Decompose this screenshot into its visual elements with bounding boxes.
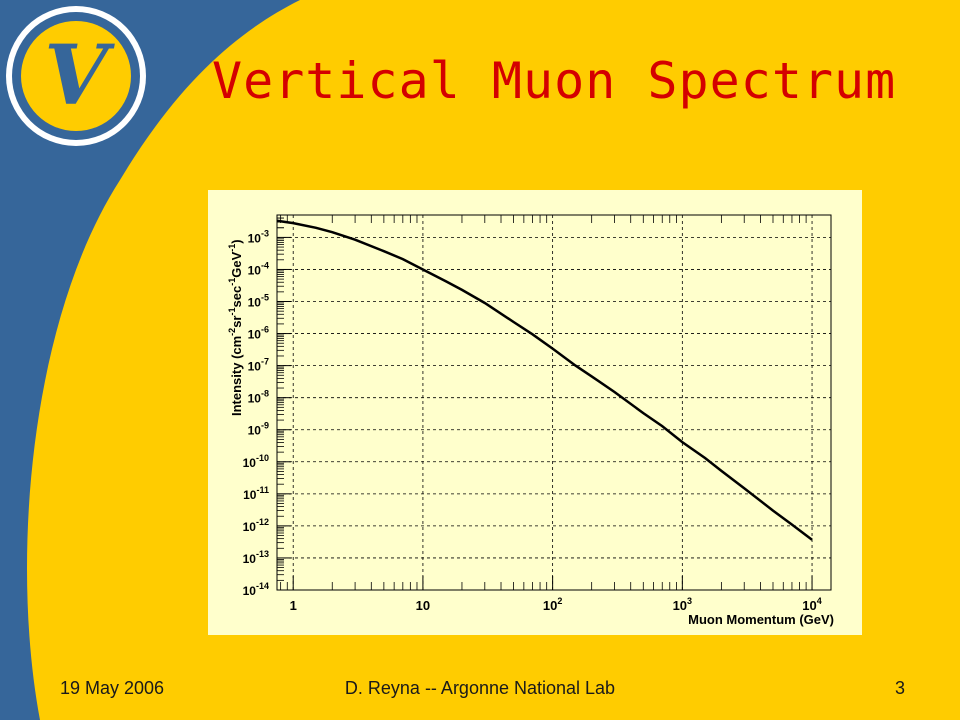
y-tick-label: 10-10 (243, 453, 269, 470)
plot-area (277, 215, 831, 590)
y-axis-label-exp: -1 (227, 278, 237, 286)
logo-inner-disc (21, 21, 131, 131)
y-tick-label: 10-4 (248, 260, 269, 277)
plot-frame (276, 214, 832, 591)
logo-letter: V (44, 28, 115, 124)
y-tick-label: 10-3 (248, 228, 269, 245)
slide-title: Vertical Muon Spectrum (212, 52, 897, 110)
y-tick-label: 10-12 (243, 517, 269, 534)
y-tick-label: 10-9 (248, 421, 269, 438)
y-axis-label: Intensity (cm-2sr-1sec-1GeV-1) (227, 239, 244, 416)
y-axis-label-part: ) (229, 239, 244, 243)
y-tick-label: 10-14 (243, 581, 269, 598)
footer-author: D. Reyna -- Argonne National Lab (344, 678, 616, 698)
y-tick-label: 10-11 (243, 485, 269, 502)
series-line-intensity (276, 219, 813, 541)
y-axis-label-part: Intensity (cm (229, 336, 244, 416)
y-axis-label-part: sec (229, 286, 244, 308)
y-axis-label-exp: -1 (227, 307, 237, 315)
footer-date: 19 May 2006 (60, 678, 165, 698)
y-tick-labels: 10-3 10-4 10-5 10-6 10-7 10-8 10-9 10-10 10-11 10… (243, 228, 269, 598)
y-tick-label: 10-13 (243, 549, 269, 566)
x-tick-label: 1 (290, 598, 297, 613)
y-axis-label-exp: -2 (227, 328, 237, 336)
y-axis-label-part: GeV (229, 251, 244, 277)
axis-ticks (277, 214, 813, 591)
logo: V (6, 6, 146, 146)
y-tick-label: 10-6 (248, 325, 269, 342)
x-tick-label: 10 (416, 598, 430, 613)
x-tick-label: 104 (802, 596, 821, 613)
y-axis-label-exp: -1 (227, 244, 237, 252)
y-tick-label: 10-7 (248, 357, 269, 374)
y-tick-label: 10-5 (248, 293, 269, 310)
x-tick-label: 103 (673, 596, 692, 613)
y-axis-label-part: sr (229, 316, 244, 328)
grid (277, 215, 831, 591)
footer-page-number: 3 (895, 678, 906, 698)
x-tick-labels: 1 10 102 103 104 (290, 596, 822, 613)
x-axis-label: Muon Momentum (GeV) (688, 612, 834, 627)
y-tick-label: 10-8 (248, 389, 269, 406)
x-tick-label: 102 (543, 596, 562, 613)
